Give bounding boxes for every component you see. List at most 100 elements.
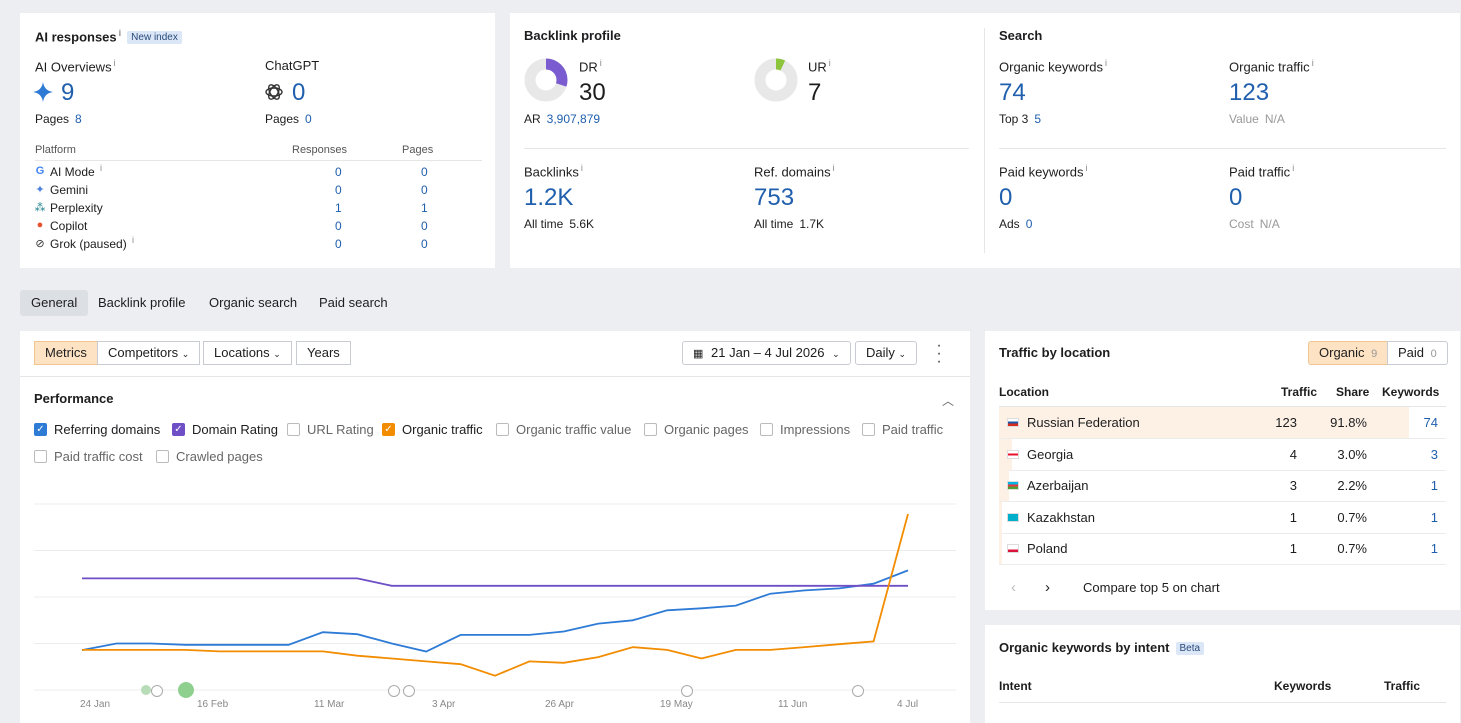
metric-checkbox[interactable]: Organic traffic value	[496, 422, 631, 437]
locations-segment[interactable]: Locations ⌄	[203, 341, 292, 365]
ai-overviews-value[interactable]: 9	[61, 79, 75, 106]
pages-value[interactable]: 0	[421, 165, 428, 179]
share-bar	[999, 470, 1009, 502]
checkbox-checked-icon: ✓	[382, 423, 395, 436]
traffic-value: 4	[1289, 446, 1297, 462]
granularity-select[interactable]: Daily ⌄	[855, 341, 918, 365]
info-icon[interactable]: i	[113, 58, 116, 68]
ar-value[interactable]: 3,907,879	[546, 112, 601, 126]
pages-value[interactable]: 0	[421, 237, 428, 251]
country-flag-icon	[1007, 512, 1019, 522]
google-update-marker[interactable]	[852, 685, 864, 697]
info-icon[interactable]: i	[832, 163, 835, 173]
paid-traffic-value[interactable]: 0	[1229, 184, 1243, 211]
responses-value[interactable]: 0	[335, 183, 342, 197]
date-range-picker[interactable]: ▦ 21 Jan – 4 Jul 2026 ⌄	[682, 341, 851, 365]
organic-toggle[interactable]: Organic 9	[1308, 341, 1389, 365]
pages-value[interactable]: 0	[421, 219, 428, 233]
metric-checkbox-label: Crawled pages	[176, 449, 263, 464]
tab-backlink-profile[interactable]: Backlink profile	[98, 295, 186, 310]
years-segment[interactable]: Years	[296, 341, 351, 365]
traffic-value: 123	[1275, 415, 1297, 430]
info-icon[interactable]: i	[599, 58, 602, 68]
pages-value[interactable]: 0	[305, 112, 312, 126]
info-icon[interactable]: i	[1311, 58, 1314, 68]
country-name: Georgia	[1027, 446, 1074, 462]
series-line[interactable]	[82, 513, 909, 677]
metric-checkbox[interactable]: Paid traffic cost	[34, 449, 143, 464]
prev-page-icon[interactable]: ‹	[1011, 579, 1016, 596]
organic-keywords-value[interactable]: 74	[999, 79, 1026, 106]
annotation-marker[interactable]	[141, 685, 151, 695]
search-title: Search	[999, 28, 1043, 43]
pages-value[interactable]: 1	[421, 201, 428, 215]
chatgpt-value[interactable]: 0	[292, 79, 306, 106]
info-icon[interactable]: i	[118, 28, 122, 38]
google-update-marker[interactable]	[151, 685, 163, 697]
more-options-icon[interactable]: · · ·	[936, 337, 942, 370]
ar-line: AR 3,907,879	[524, 112, 600, 126]
metric-checkbox[interactable]: Crawled pages	[156, 449, 263, 464]
backlink-profile-title: Backlink profile	[524, 28, 621, 43]
organic-traffic-label: Organic traffic i	[1229, 58, 1314, 74]
next-page-icon[interactable]: ›	[1045, 579, 1050, 596]
metric-checkbox[interactable]: Organic pages	[644, 422, 749, 437]
ads-value[interactable]: 0	[1025, 217, 1033, 231]
info-icon[interactable]: i	[828, 58, 831, 68]
top3-value[interactable]: 5	[1034, 112, 1042, 126]
metric-checkbox[interactable]: ✓ Referring domains	[34, 422, 160, 437]
pages-value[interactable]: 8	[75, 112, 82, 126]
metric-checkbox[interactable]: ✓ Organic traffic	[382, 422, 483, 437]
competitors-label: Competitors	[108, 345, 179, 360]
series-line[interactable]	[81, 569, 909, 653]
tab-general[interactable]: General	[20, 290, 89, 316]
annotation-marker[interactable]	[178, 682, 194, 698]
responses-value[interactable]: 0	[335, 219, 342, 233]
info-icon[interactable]: i	[580, 163, 583, 173]
metric-checkbox[interactable]: URL Rating	[287, 422, 374, 437]
location-row[interactable]: Russian Federation 123 91.8% 74	[999, 407, 1446, 439]
metric-checkbox-label: URL Rating	[307, 422, 374, 437]
responses-value[interactable]: 1	[335, 201, 342, 215]
paid-keywords-value[interactable]: 0	[999, 184, 1013, 211]
info-icon[interactable]: i	[1105, 58, 1108, 68]
date-range-label: 21 Jan – 4 Jul 2026	[711, 345, 825, 360]
keywords-value[interactable]: 1	[1430, 478, 1438, 494]
pages-value[interactable]: 0	[421, 183, 428, 197]
info-icon[interactable]: i	[100, 163, 102, 173]
keywords-value[interactable]: 1	[1430, 541, 1438, 557]
keywords-value[interactable]: 74	[1423, 415, 1438, 430]
google-update-marker[interactable]	[388, 685, 400, 697]
google-update-marker[interactable]	[403, 685, 415, 697]
tab-organic-search[interactable]: Organic search	[209, 295, 298, 310]
metric-checkbox[interactable]: Paid traffic	[862, 422, 943, 437]
location-row[interactable]: Kazakhstan 1 0.7% 1	[999, 501, 1446, 534]
metric-checkbox[interactable]: ✓ Domain Rating	[172, 422, 278, 437]
tab-paid-search[interactable]: Paid search	[319, 295, 388, 310]
series-line[interactable]	[82, 577, 908, 587]
metrics-segment[interactable]: Metrics	[34, 341, 98, 365]
backlinks-value[interactable]: 1.2K	[524, 184, 574, 211]
responses-value[interactable]: 0	[335, 237, 342, 251]
info-icon[interactable]: i	[1085, 163, 1088, 173]
x-tick-label: 4 Jul	[897, 699, 919, 710]
location-row[interactable]: Georgia 4 3.0% 3	[999, 438, 1446, 471]
all-time-label: All time	[754, 217, 794, 231]
paid-toggle[interactable]: Paid 0	[1387, 341, 1448, 365]
compare-top5-link[interactable]: Compare top 5 on chart	[1083, 580, 1220, 595]
location-row[interactable]: Azerbaijan 3 2.2% 1	[999, 470, 1446, 503]
responses-value[interactable]: 0	[335, 165, 342, 179]
info-icon[interactable]: i	[1292, 163, 1295, 173]
organic-traffic-value[interactable]: 123	[1229, 79, 1270, 106]
chatgpt-label: ChatGPT	[265, 58, 320, 73]
keywords-value[interactable]: 1	[1430, 509, 1438, 525]
collapse-chevron-icon[interactable]: ︿	[942, 394, 955, 408]
metric-checkbox[interactable]: Impressions	[760, 422, 850, 437]
competitors-segment[interactable]: Competitors ⌄	[97, 341, 201, 365]
ref-domains-value[interactable]: 753	[754, 184, 795, 211]
info-icon[interactable]: i	[132, 235, 134, 245]
organic-label: Organic	[1319, 345, 1365, 360]
keywords-value[interactable]: 3	[1430, 446, 1438, 462]
google-update-marker[interactable]	[681, 685, 693, 697]
location-row[interactable]: Poland 1 0.7% 1	[999, 533, 1446, 566]
